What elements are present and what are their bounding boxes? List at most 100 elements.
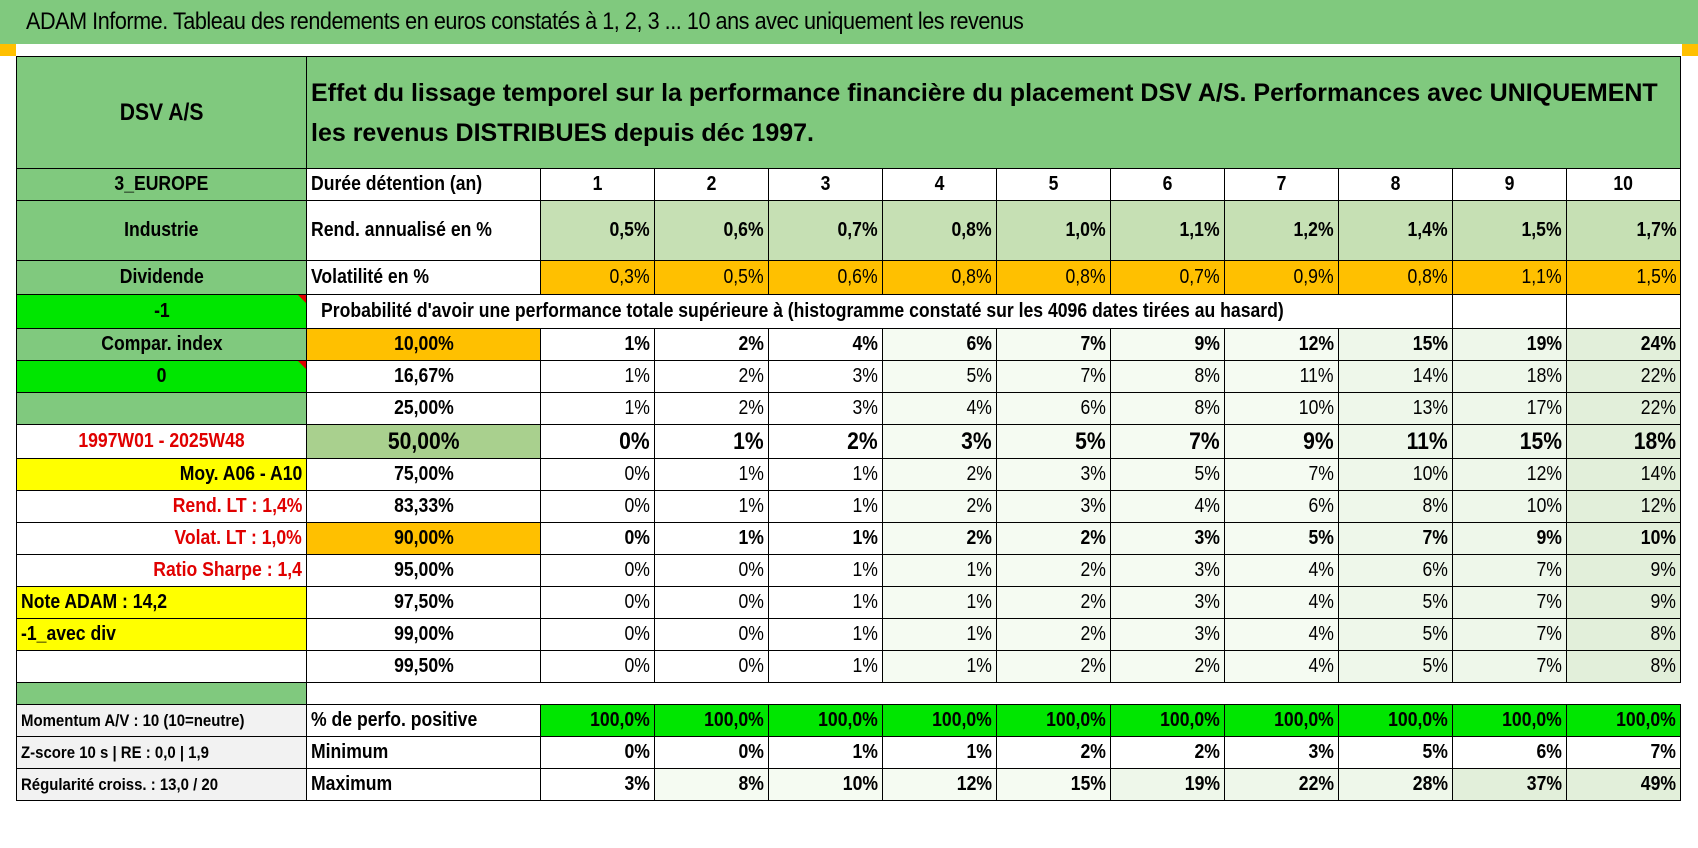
probability-value: 5% <box>1338 650 1453 683</box>
probability-value: 1% <box>768 650 883 683</box>
probability-value: 1% <box>768 618 883 651</box>
report-title: ADAM Informe. Tableau des rendements en … <box>0 0 1698 44</box>
vol-value: 0,8% <box>882 260 997 295</box>
probability-value: 1% <box>882 618 997 651</box>
pos-value: 100,0% <box>768 704 883 737</box>
probability-value: 22% <box>1565 360 1682 393</box>
rend-value: 1,5% <box>1452 200 1567 261</box>
probability-value: 18% <box>1452 360 1567 393</box>
probability-value: 0% <box>654 586 769 619</box>
probability-value: 1% <box>768 490 883 523</box>
minimum-label: Minimum <box>306 736 541 769</box>
probability-value: 10% <box>1452 490 1567 523</box>
probability-value: 1% <box>768 522 883 555</box>
probability-value: 3% <box>996 458 1111 491</box>
probability-value: 0% <box>654 618 769 651</box>
probability-value: 7% <box>1452 554 1567 587</box>
probability-value: 1% <box>768 458 883 491</box>
probability-value: 18% <box>1565 424 1682 459</box>
duree-label: Durée détention (an) <box>306 168 541 201</box>
rend-value: 0,8% <box>882 200 997 261</box>
pos-value: 100,0% <box>996 704 1111 737</box>
probability-value: 5% <box>1110 458 1225 491</box>
probability-value: 3% <box>882 424 997 459</box>
vol-value: 0,8% <box>1338 260 1453 295</box>
probability-threshold: 99,00% <box>306 618 541 651</box>
probability-value: 1% <box>654 490 769 523</box>
probability-value: 10% <box>1565 522 1682 555</box>
vol-value: 1,5% <box>1565 260 1682 295</box>
probability-value: 10% <box>1338 458 1453 491</box>
rend-value: 0,5% <box>540 200 655 261</box>
max-value: 49% <box>1565 768 1682 801</box>
probability-value: 1% <box>654 458 769 491</box>
vol-value: 0,6% <box>768 260 883 295</box>
compar-index-cell: Compar. index <box>16 328 307 361</box>
table-description: Effet du lissage temporel sur la perform… <box>305 56 1682 169</box>
probability-value: 7% <box>996 360 1111 393</box>
min-value: 1% <box>768 736 883 769</box>
probability-value: 0% <box>540 458 655 491</box>
max-value: 10% <box>768 768 883 801</box>
year-header-1: 1 <box>540 168 655 201</box>
pos-value: 100,0% <box>654 704 769 737</box>
zscore-cell: Z-score 10 s | RE : 0,0 | 1,9 <box>16 736 307 769</box>
min-value: 3% <box>1224 736 1339 769</box>
probability-value: 0% <box>540 586 655 619</box>
probability-value: 8% <box>1565 650 1682 683</box>
regularite-cell: Régularité croiss. : 13,0 / 20 <box>16 768 307 801</box>
probability-value: 6% <box>882 328 997 361</box>
vol-value: 0,3% <box>540 260 655 295</box>
pos-value: 100,0% <box>1452 704 1567 737</box>
probability-value: 1% <box>882 554 997 587</box>
probability-value: 5% <box>1338 618 1453 651</box>
probability-value: 4% <box>1110 490 1225 523</box>
probability-value: 4% <box>882 392 997 425</box>
probability-value: 1% <box>654 522 769 555</box>
probability-value: 0% <box>540 650 655 683</box>
min-value: 2% <box>996 736 1111 769</box>
probability-threshold: 83,33% <box>306 490 541 523</box>
volat-lt-cell: Volat. LT : 1,0% <box>16 522 307 555</box>
probability-value: 14% <box>1338 360 1453 393</box>
max-value: 22% <box>1224 768 1339 801</box>
probability-threshold: 25,00% <box>306 392 541 425</box>
probability-value: 2% <box>654 360 769 393</box>
probability-threshold: 90,00% <box>306 522 541 555</box>
probability-value: 0% <box>540 554 655 587</box>
empty-cell <box>16 650 307 683</box>
sharpe-cell: Ratio Sharpe : 1,4 <box>16 554 307 587</box>
min-value: 7% <box>1565 736 1682 769</box>
empty-cell <box>1565 294 1682 329</box>
probability-value: 7% <box>1338 522 1453 555</box>
probability-value: 2% <box>1110 650 1225 683</box>
probability-value: 0% <box>540 490 655 523</box>
probability-value: 8% <box>1110 392 1225 425</box>
max-value: 8% <box>654 768 769 801</box>
rend-value: 1,2% <box>1224 200 1339 261</box>
rend-value: 1,0% <box>996 200 1111 261</box>
empty-cell <box>1452 294 1567 329</box>
probability-value: 7% <box>1452 650 1567 683</box>
probability-value: 24% <box>1565 328 1682 361</box>
probability-value: 12% <box>1224 328 1339 361</box>
probability-value: 12% <box>1452 458 1567 491</box>
year-header-8: 8 <box>1338 168 1453 201</box>
year-header-3: 3 <box>768 168 883 201</box>
max-value: 12% <box>882 768 997 801</box>
positive-perf-label: % de perfo. positive <box>306 704 541 737</box>
empty-green-cell <box>16 392 307 425</box>
val-0-cell: 0 <box>16 360 307 393</box>
rend-value: 0,6% <box>654 200 769 261</box>
probability-value: 10% <box>1224 392 1339 425</box>
pos-value: 100,0% <box>882 704 997 737</box>
year-header-6: 6 <box>1110 168 1225 201</box>
probability-value: 1% <box>540 328 655 361</box>
max-value: 37% <box>1452 768 1567 801</box>
probability-value: 2% <box>882 490 997 523</box>
probability-value: 5% <box>996 424 1111 459</box>
probability-value: 0% <box>540 424 655 459</box>
probability-value: 2% <box>654 328 769 361</box>
year-header-10: 10 <box>1565 168 1682 201</box>
probability-value: 8% <box>1110 360 1225 393</box>
